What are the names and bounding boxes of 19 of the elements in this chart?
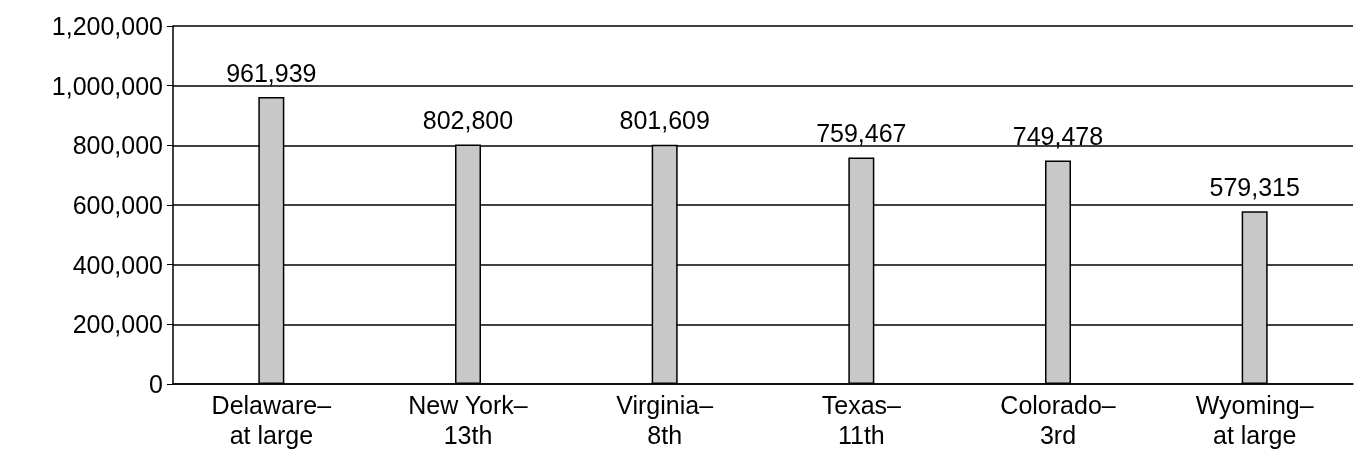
y-tick-label: 600,000 (72, 191, 163, 219)
x-tick-label: New York– 13th (408, 391, 528, 449)
y-tick-label: 800,000 (72, 131, 163, 160)
data-label: 579,315 (1209, 172, 1300, 201)
y-tick-label: 0 (149, 370, 163, 398)
x-tick-label: Virginia– 8th (616, 391, 714, 449)
y-tick-label: 200,000 (72, 310, 163, 339)
y-tick-label: 400,000 (72, 250, 163, 279)
data-label: 749,478 (1012, 121, 1104, 150)
data-label: 759,467 (816, 118, 907, 147)
x-tick-label: Texas– 11th (821, 391, 902, 449)
x-tick-label: Colorado– 3rd (1000, 391, 1116, 449)
y-tick-label: 1,200,000 (51, 12, 163, 40)
data-label: 801,609 (619, 106, 710, 135)
y-tick-label: 1,000,000 (51, 71, 163, 100)
data-label: 961,939 (226, 58, 317, 87)
data-label: 802,800 (422, 106, 514, 134)
x-tick-label: Delaware– at large (211, 391, 332, 449)
x-tick-label: Wyoming– at large (1195, 391, 1314, 449)
